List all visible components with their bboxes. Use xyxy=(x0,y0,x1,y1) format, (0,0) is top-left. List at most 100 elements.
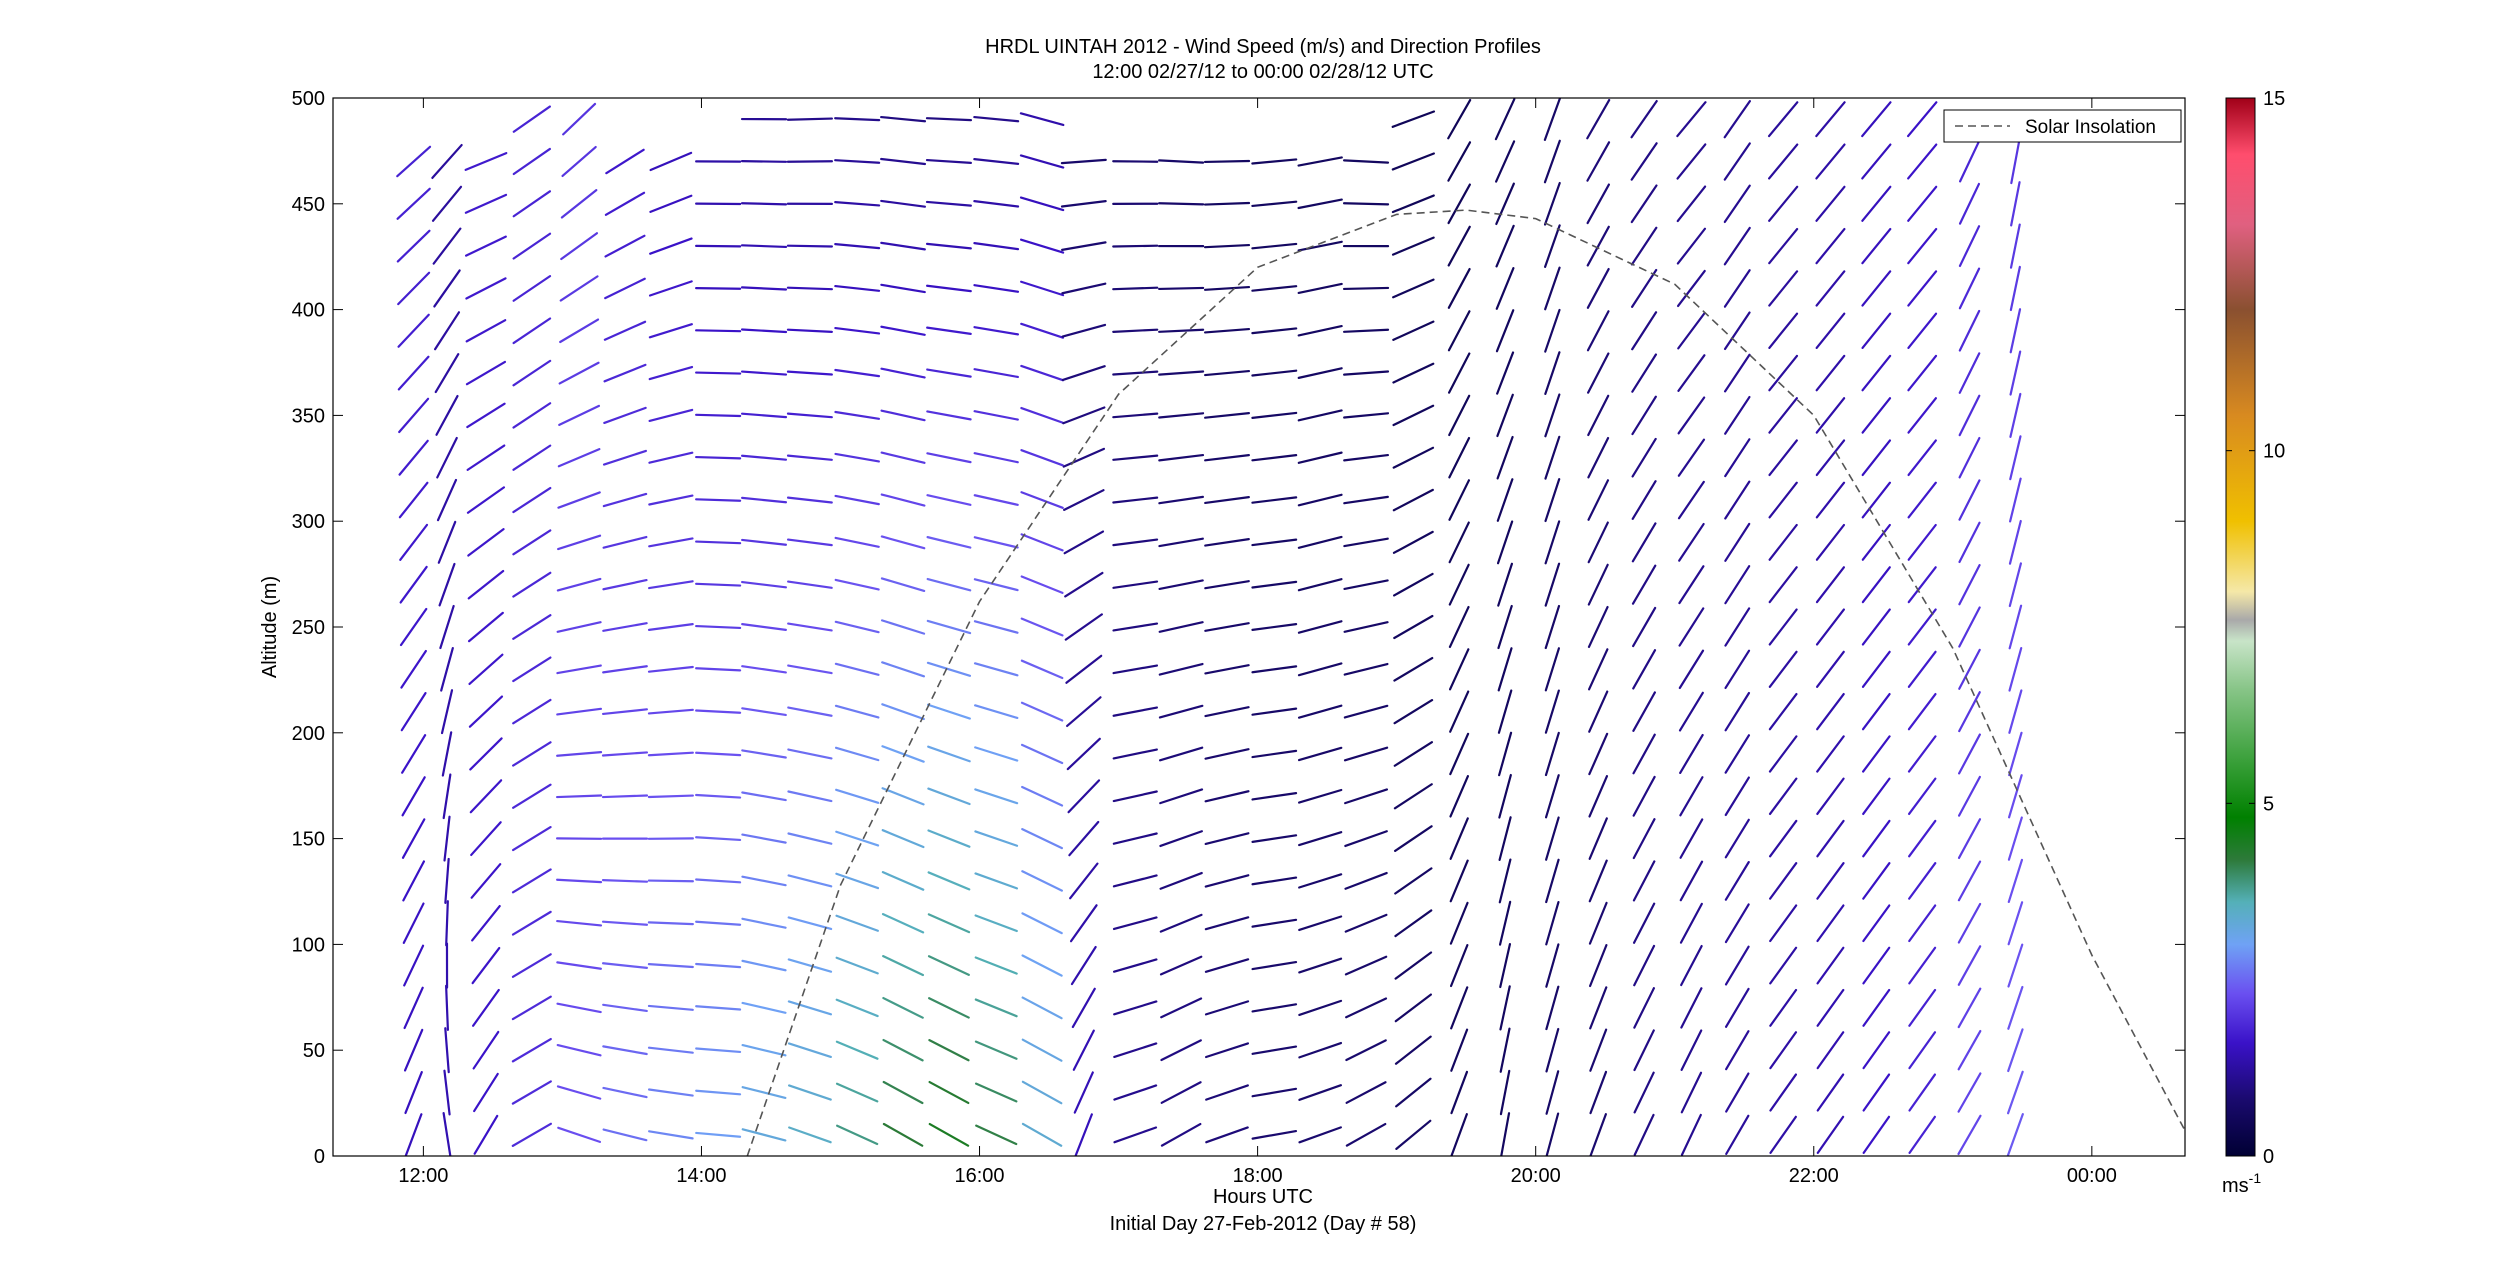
wind-barb xyxy=(1297,788,1343,804)
wind-barb xyxy=(1297,493,1343,507)
wind-barb xyxy=(603,406,647,425)
wind-barb xyxy=(1768,650,1798,688)
wind-barb xyxy=(396,229,431,263)
wind-barb xyxy=(556,751,603,757)
wind-barb xyxy=(1021,785,1064,807)
wind-barb xyxy=(601,879,649,883)
wind-barb xyxy=(511,868,552,894)
wind-barb xyxy=(1449,901,1469,945)
y-tick-label: 350 xyxy=(292,405,325,427)
wind-barb xyxy=(1815,566,1846,604)
wind-barb xyxy=(973,410,1019,421)
wind-barb xyxy=(1298,999,1343,1016)
wind-barb xyxy=(787,1042,832,1059)
wind-barb xyxy=(1450,986,1469,1030)
wind-barb xyxy=(927,913,971,934)
wind-barb xyxy=(602,1128,648,1142)
wind-barb xyxy=(1723,353,1751,393)
wind-barb xyxy=(1251,285,1298,292)
colorbar-frame xyxy=(2225,97,2256,1157)
wind-barb xyxy=(1768,397,1798,434)
wind-barb xyxy=(1204,496,1250,505)
wind-barb xyxy=(928,1122,970,1147)
wind-barb xyxy=(1545,1112,1560,1156)
wind-barb xyxy=(1203,159,1251,164)
colorbar-unit: ms-1 xyxy=(2222,1170,2261,1197)
wind-barb xyxy=(835,830,880,847)
wind-barb xyxy=(881,829,925,849)
wind-barb xyxy=(466,486,506,514)
wind-barb xyxy=(468,653,504,686)
wind-barb xyxy=(557,1126,602,1143)
wind-barb xyxy=(1862,988,1891,1027)
wind-barb xyxy=(512,190,552,218)
wind-barb xyxy=(1907,735,1937,773)
wind-barb xyxy=(1067,779,1101,814)
wind-barb xyxy=(1678,607,1705,647)
wind-barb xyxy=(1061,282,1107,295)
wind-barb xyxy=(556,1002,602,1014)
wind-barb xyxy=(1958,479,1981,521)
wind-barb xyxy=(512,656,552,683)
wind-barb xyxy=(647,1088,694,1097)
wind-barb xyxy=(928,1039,970,1062)
wind-barb xyxy=(1344,830,1388,848)
wind-barb xyxy=(1251,411,1298,419)
wind-barb xyxy=(1020,617,1064,637)
wind-barb xyxy=(512,359,552,387)
wind-barb xyxy=(1723,142,1751,181)
wind-barb xyxy=(1816,946,1845,985)
wind-barb xyxy=(1069,904,1098,943)
wind-barb xyxy=(973,662,1019,677)
wind-barb xyxy=(1908,1115,1936,1154)
wind-barb xyxy=(1587,648,1609,691)
wind-barb xyxy=(1724,945,1750,986)
wind-barb xyxy=(2008,562,2023,608)
wind-barb xyxy=(511,1080,552,1105)
wind-barb xyxy=(1112,244,1159,248)
wind-barb xyxy=(647,921,694,926)
colorbar-unit-base: ms xyxy=(2222,1175,2249,1197)
wind-barb xyxy=(2007,985,2024,1030)
wind-barb xyxy=(1631,395,1657,436)
wind-barb xyxy=(1588,774,1609,818)
y-tick-label: 250 xyxy=(292,617,325,639)
wind-barb xyxy=(695,793,742,799)
wind-barb xyxy=(466,402,506,429)
wind-barb xyxy=(1204,580,1250,590)
wind-barb xyxy=(1204,1042,1250,1059)
wind-barb xyxy=(882,1080,924,1105)
wind-barb xyxy=(695,962,742,969)
wind-barb xyxy=(1907,692,1937,731)
wind-barb xyxy=(1589,1028,1608,1072)
wind-barb xyxy=(648,1130,694,1140)
wind-barb xyxy=(403,1028,424,1072)
wind-barb xyxy=(562,102,597,136)
wind-barb xyxy=(1861,692,1891,731)
wind-barb xyxy=(1343,412,1390,419)
wind-barb xyxy=(1020,659,1064,680)
wind-barb xyxy=(1447,225,1471,267)
wind-barb xyxy=(1680,987,1703,1029)
wind-barb xyxy=(396,145,432,178)
wind-barb xyxy=(1204,790,1250,803)
wind-barb xyxy=(1861,185,1892,222)
wind-barb xyxy=(1203,201,1251,206)
wind-barb xyxy=(1297,282,1343,295)
wind-barb xyxy=(560,232,599,261)
wind-barb xyxy=(1724,480,1751,520)
wind-barb xyxy=(1062,447,1106,468)
wind-barb xyxy=(1861,439,1892,477)
wind-barb xyxy=(511,995,552,1021)
wind-barb xyxy=(834,410,881,420)
wind-barb xyxy=(787,748,833,760)
wind-barb xyxy=(880,157,927,166)
wind-barb xyxy=(602,665,648,674)
wind-barb xyxy=(445,984,449,1031)
wind-barb xyxy=(1158,370,1205,376)
wind-barb xyxy=(741,623,787,631)
wind-barb xyxy=(1160,1122,1202,1147)
wind-barb xyxy=(1588,690,1609,733)
wind-barb xyxy=(786,538,833,547)
wind-barb xyxy=(604,277,646,300)
